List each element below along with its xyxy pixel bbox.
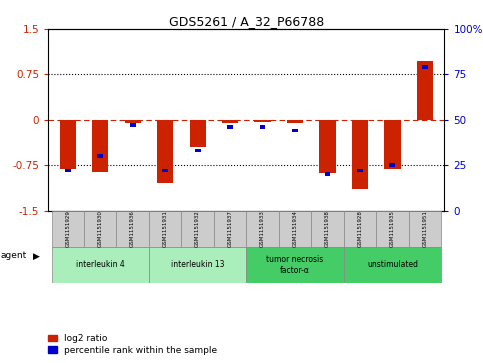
Bar bbox=[279, 211, 311, 247]
Text: GSM1151931: GSM1151931 bbox=[163, 210, 168, 247]
Bar bbox=[52, 247, 149, 283]
Text: ▶: ▶ bbox=[33, 252, 40, 260]
Bar bbox=[389, 163, 396, 167]
Text: GSM1151934: GSM1151934 bbox=[293, 210, 298, 247]
Text: GSM1151937: GSM1151937 bbox=[227, 210, 233, 247]
Text: unstimulated: unstimulated bbox=[367, 261, 418, 269]
Bar bbox=[149, 211, 182, 247]
Text: GSM1151951: GSM1151951 bbox=[422, 210, 427, 247]
Bar bbox=[409, 211, 441, 247]
Text: GSM1151936: GSM1151936 bbox=[130, 210, 135, 247]
Bar bbox=[260, 125, 266, 129]
Bar bbox=[227, 125, 233, 129]
Bar bbox=[214, 211, 246, 247]
Bar bbox=[246, 247, 344, 283]
Bar bbox=[195, 149, 200, 152]
Text: GSM1151932: GSM1151932 bbox=[195, 210, 200, 247]
Title: GDS5261 / A_32_P66788: GDS5261 / A_32_P66788 bbox=[169, 15, 324, 28]
Bar bbox=[319, 120, 336, 173]
Text: GSM1151935: GSM1151935 bbox=[390, 210, 395, 247]
Bar bbox=[246, 211, 279, 247]
Bar bbox=[287, 120, 303, 123]
Bar bbox=[149, 247, 246, 283]
Text: GSM1151928: GSM1151928 bbox=[357, 210, 362, 247]
Text: GSM1151938: GSM1151938 bbox=[325, 210, 330, 247]
Bar bbox=[417, 61, 433, 120]
Bar bbox=[422, 65, 428, 69]
Text: GSM1151929: GSM1151929 bbox=[65, 210, 71, 247]
Bar bbox=[222, 120, 238, 123]
Bar bbox=[92, 120, 108, 172]
Bar bbox=[52, 211, 84, 247]
Bar bbox=[60, 120, 76, 170]
Text: GSM1151933: GSM1151933 bbox=[260, 210, 265, 247]
Bar bbox=[65, 169, 71, 172]
Bar bbox=[311, 211, 344, 247]
Text: tumor necrosis
factor-α: tumor necrosis factor-α bbox=[267, 255, 324, 275]
Bar bbox=[357, 169, 363, 172]
Bar bbox=[84, 211, 116, 247]
Text: GSM1151930: GSM1151930 bbox=[98, 210, 103, 247]
Bar bbox=[130, 123, 136, 127]
Bar bbox=[162, 169, 168, 172]
Bar bbox=[157, 120, 173, 183]
Bar bbox=[344, 211, 376, 247]
Bar bbox=[344, 247, 441, 283]
Legend: log2 ratio, percentile rank within the sample: log2 ratio, percentile rank within the s… bbox=[48, 334, 217, 355]
Text: agent: agent bbox=[1, 252, 27, 260]
Bar bbox=[182, 211, 214, 247]
Bar bbox=[384, 120, 400, 170]
Bar bbox=[292, 129, 298, 132]
Bar bbox=[352, 120, 368, 189]
Bar bbox=[325, 172, 330, 176]
Text: interleukin 13: interleukin 13 bbox=[171, 261, 225, 269]
Bar bbox=[116, 211, 149, 247]
Bar bbox=[255, 120, 270, 122]
Bar bbox=[97, 154, 103, 158]
Bar bbox=[189, 120, 206, 147]
Bar bbox=[376, 211, 409, 247]
Text: interleukin 4: interleukin 4 bbox=[76, 261, 125, 269]
Bar bbox=[125, 120, 141, 123]
